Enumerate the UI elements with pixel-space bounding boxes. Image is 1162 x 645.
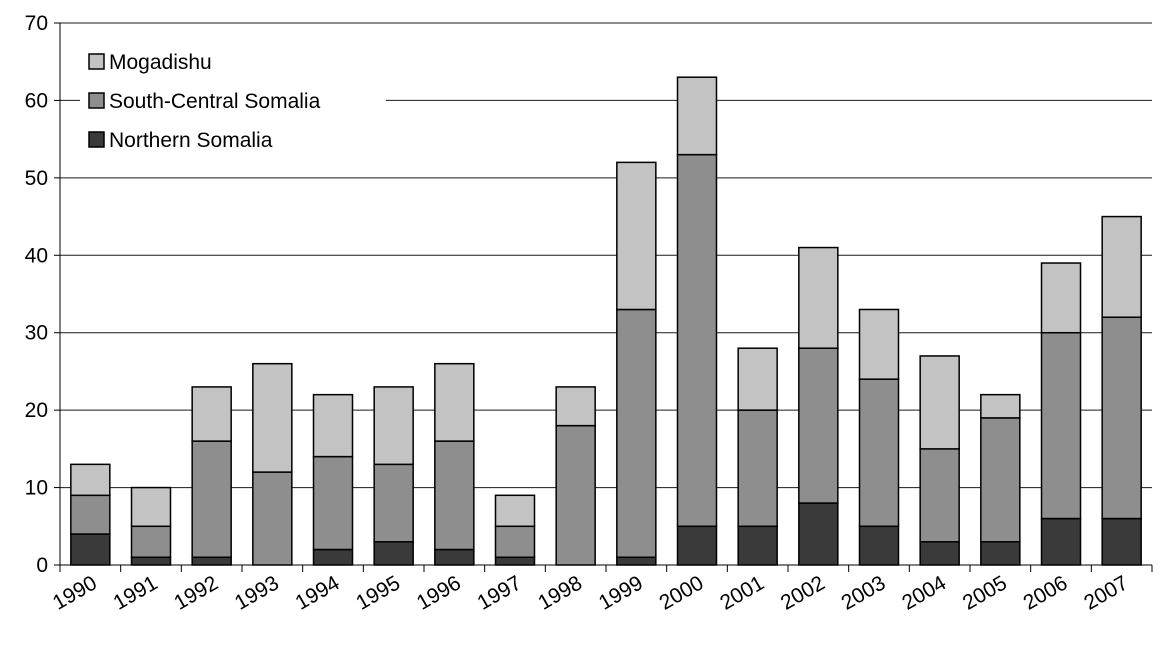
bar-segment-south-central-somalia-2004 [919,448,960,543]
x-tick-label: 2007 [1080,571,1132,614]
bar-segment-mogadishu-2003 [858,308,900,380]
bar-segment-mogadishu-2006 [1040,262,1082,334]
bar-segment-northern-somalia-2000 [676,525,718,566]
bar-segment-mogadishu-2004 [919,355,960,450]
bar-segment-mogadishu-2002 [798,246,839,349]
bar-segment-south-central-somalia-2001 [737,409,778,528]
x-tick-label: 2006 [1020,571,1072,614]
bar-segment-mogadishu-1998 [555,386,596,427]
bar-segment-south-central-somalia-2005 [980,417,1021,543]
bars [70,76,1142,566]
x-tick-label: 2004 [898,571,950,614]
bar-segment-northern-somalia-1990 [70,533,111,566]
bar-segment-northern-somalia-2001 [737,525,778,566]
bar-segment-south-central-somalia-1992 [191,440,232,559]
x-tick-label: 1996 [413,571,465,614]
y-tick-label: 0 [36,554,48,577]
bar-segment-mogadishu-1996 [434,362,475,442]
bar-segment-south-central-somalia-1990 [70,494,111,535]
bar-segment-south-central-somalia-2007 [1101,316,1142,520]
y-tick-label: 10 [25,477,48,500]
x-tick-label: 1990 [49,571,101,614]
y-tick-labels: 0 10 20 30 40 50 60 70 [25,12,48,577]
bar-segment-south-central-somalia-1997 [494,525,536,559]
bar-segment-northern-somalia-2006 [1040,517,1082,566]
bar-segment-northern-somalia-2003 [858,525,900,566]
bar-segment-northern-somalia-1995 [373,541,414,566]
axes [54,22,1153,572]
bar-segment-northern-somalia-2005 [980,541,1021,566]
bar-segment-south-central-somalia-2000 [676,153,718,528]
legend-background [80,40,386,162]
bar-segment-mogadishu-1992 [191,386,232,442]
y-tick-label: 40 [25,244,48,267]
bar-segment-northern-somalia-1992 [191,556,232,566]
x-tick-label: 1998 [534,571,586,614]
legend-swatch-northern-somalia [88,131,105,148]
x-tick-label: 1995 [352,571,404,614]
x-tick-label: 1999 [595,571,647,614]
bar-segment-mogadishu-2000 [676,76,718,156]
bar-segment-south-central-somalia-1996 [434,440,475,551]
x-tick-label: 2003 [838,571,890,614]
bar-segment-south-central-somalia-1991 [130,525,172,559]
bar-segment-south-central-somalia-2003 [858,378,900,528]
bar-segment-northern-somalia-2002 [798,502,839,566]
x-tick-label: 2000 [656,571,708,614]
bar-segment-northern-somalia-2004 [919,541,960,566]
x-tick-label: 2002 [777,571,829,614]
x-tick-label: 1992 [170,571,222,614]
bar-segment-south-central-somalia-1994 [312,455,354,551]
bar-segment-mogadishu-1991 [130,486,172,528]
bar-segment-south-central-somalia-1995 [373,463,414,543]
legend-swatch-mogadishu [88,53,105,70]
x-tick-label: 1994 [292,571,344,614]
bar-segment-mogadishu-1994 [312,393,354,458]
bar-segment-south-central-somalia-2006 [1040,331,1082,520]
bar-segment-mogadishu-1990 [70,463,111,497]
bar-segment-mogadishu-1993 [252,362,293,473]
bar-segment-mogadishu-2005 [980,393,1021,419]
bar-segment-mogadishu-2001 [737,347,778,411]
y-tick-label: 20 [25,399,48,422]
bar-segment-northern-somalia-1991 [130,556,172,566]
y-tick-label: 50 [25,167,48,190]
x-tick-label: 2001 [716,571,768,614]
x-tick-label: 1991 [110,571,162,614]
y-tick-label: 30 [25,322,48,345]
y-tick-label: 60 [25,89,48,112]
legend-label-south-central-somalia: South-Central Somalia [109,90,321,113]
bar-segment-mogadishu-1999 [616,161,657,311]
bar-segment-mogadishu-1997 [494,494,536,528]
x-tick-label: 2005 [959,571,1011,614]
x-tick-labels: 1990 1991 1992 1993 1994 1995 1996 1997 1998 1999… [49,571,1132,614]
legend-label-mogadishu: Mogadishu [109,51,212,74]
legend-label-northern-somalia: Northern Somalia [109,129,273,152]
bar-segment-south-central-somalia-1993 [252,471,293,566]
bar-segment-northern-somalia-1994 [312,548,354,566]
bar-segment-northern-somalia-1996 [434,548,475,566]
bar-segment-northern-somalia-1997 [494,556,536,566]
bar-segment-south-central-somalia-1998 [555,424,596,566]
bar-segment-mogadishu-2007 [1101,215,1142,318]
legend-swatch-south-central-somalia [88,92,105,109]
bar-segment-south-central-somalia-2002 [798,347,839,504]
x-tick-label: 1997 [474,571,526,614]
bar-segment-northern-somalia-1999 [616,556,657,566]
x-tick-label: 1993 [231,571,283,614]
bar-segment-south-central-somalia-1999 [616,308,657,559]
y-tick-label: 70 [25,12,48,35]
bar-segment-mogadishu-1995 [373,386,414,466]
bar-segment-northern-somalia-2007 [1101,517,1142,566]
legend: Mogadishu South-Central Somalia Northern S… [80,40,386,162]
